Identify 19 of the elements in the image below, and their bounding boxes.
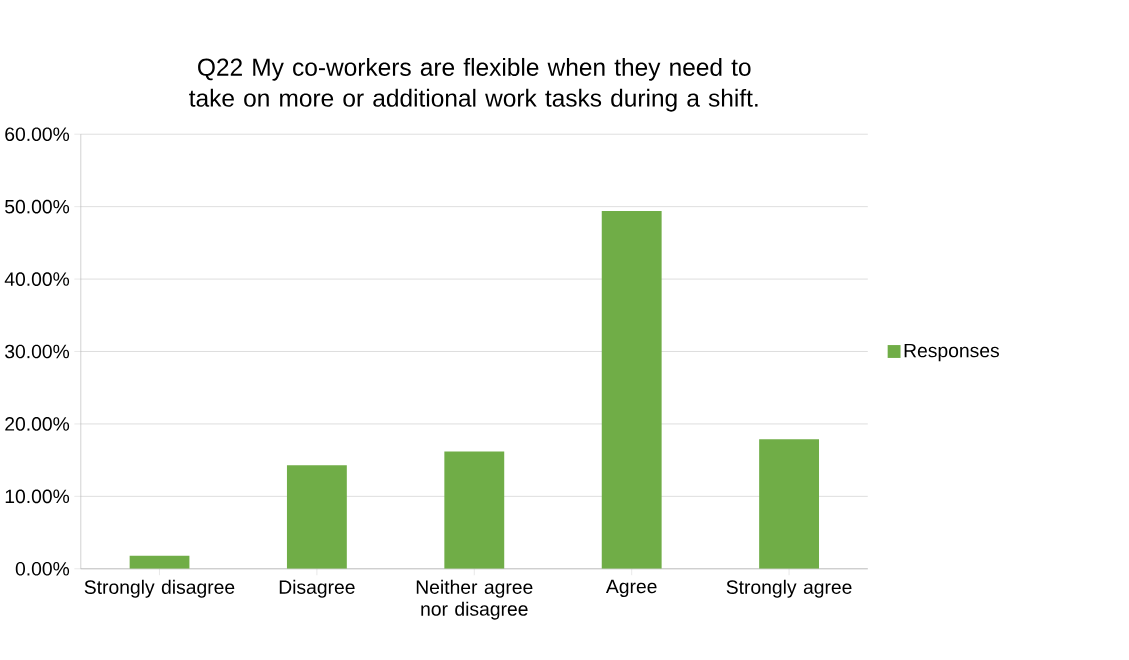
y-tick-label: 20.00% (5, 417, 70, 431)
x-tick-label: Strongly agree (726, 579, 852, 598)
bar (286, 465, 347, 569)
y-tick-label: 60.00% (5, 127, 70, 142)
legend-label: Responses (904, 344, 999, 362)
y-tick-label: 0.00% (15, 562, 70, 576)
bar (444, 451, 505, 569)
chart-title: Q22 My co-workers are flexible when they need to take on more or additional work tasks during a shift. (189, 58, 758, 112)
y-tick-label: 40.00% (4, 272, 70, 287)
x-tick-label: Neither agree nor disagree (416, 579, 533, 620)
y-tick-label: 10.00% (5, 489, 70, 504)
y-tick-label: 30.00% (5, 344, 70, 359)
bar (129, 555, 190, 569)
x-tick-label: Strongly disagree (84, 579, 235, 598)
x-tick-label: Disagree (279, 579, 355, 598)
y-tick-label: 50.00% (5, 200, 70, 214)
bar (759, 439, 820, 569)
bar (601, 211, 662, 569)
x-tick-label: Agree (605, 579, 657, 598)
